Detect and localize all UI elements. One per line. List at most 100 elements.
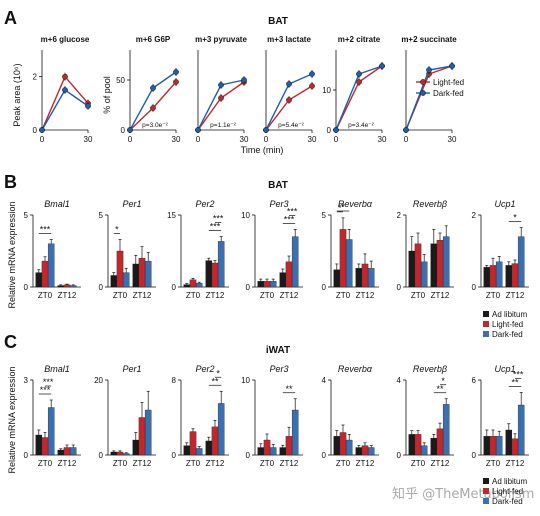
significance-label-b2: ***: [210, 222, 221, 232]
significance-label-c5: *: [441, 376, 445, 386]
category-label-b0: ZT12: [58, 291, 77, 300]
significance-label-c5: **: [436, 384, 444, 394]
bar-b6: [489, 265, 497, 288]
category-label-c0: ZT0: [38, 459, 53, 468]
significance-label-c6: **: [511, 378, 519, 388]
x-tick-label-a3: 30: [308, 135, 317, 144]
panel-a-title: BAT: [268, 16, 288, 27]
bar-c2: [189, 431, 197, 456]
bar-c5: [420, 445, 428, 456]
panel-b-title: BAT: [268, 180, 288, 191]
significance-label-c6: ***: [513, 370, 524, 380]
y-tick-label-b0: 5: [24, 211, 29, 220]
bar-c6: [483, 436, 491, 456]
subplot-title-a4: m+2 citrate: [338, 35, 381, 44]
y-tick-label-c0: 0: [24, 451, 29, 460]
y-tick-label-b4: 0: [322, 283, 327, 292]
category-label-c5: ZT12: [431, 459, 450, 468]
x-tick-label-a5: 30: [448, 135, 457, 144]
data-point-a1: [173, 69, 179, 75]
category-label-b5: ZT12: [431, 291, 450, 300]
bar-b2: [195, 283, 203, 288]
y-tick-label-c3: 0: [246, 451, 251, 460]
gene-title-c1: Per1: [122, 364, 141, 374]
bar-b3: [285, 261, 293, 288]
bar-c6: [489, 436, 497, 456]
bar-b1: [110, 275, 118, 288]
category-label-c1: ZT0: [113, 459, 128, 468]
data-point-a3: [309, 83, 315, 89]
data-point-a2: [218, 82, 224, 88]
bar-b0: [69, 285, 77, 288]
bar-c1: [122, 453, 130, 456]
gene-title-b3: Per3: [269, 199, 288, 209]
subplot-title-a1: m+6 G6P: [136, 35, 171, 44]
bar-b0: [47, 243, 55, 288]
x-tick-label-a2: 0: [196, 135, 201, 144]
y-tick-label-b5: 2: [397, 211, 402, 220]
bar-b6: [483, 267, 491, 288]
bar-c2: [195, 448, 203, 456]
bar-b1: [144, 260, 152, 288]
legend-c-swatch: [483, 488, 489, 494]
data-point-a3: [309, 71, 315, 77]
gene-title-c5: Reverbβ: [413, 364, 447, 374]
category-label-c3: ZT12: [280, 459, 299, 468]
legend-a-marker: [420, 90, 426, 96]
bar-c3: [285, 436, 293, 456]
y-tick-label-c2: 8: [172, 376, 177, 385]
bar-c0: [63, 447, 71, 456]
bar-b5: [408, 250, 416, 288]
bar-b5: [442, 236, 450, 288]
bar-c3: [291, 409, 299, 456]
category-label-b1: ZT0: [113, 291, 128, 300]
data-point-a2: [241, 77, 247, 83]
bar-c2: [183, 445, 191, 456]
legend-c-label: Dark-fed: [492, 497, 523, 506]
significance-label-c2: *: [216, 368, 220, 378]
bar-b1: [116, 250, 124, 288]
data-point-a3: [263, 127, 269, 133]
y-tick-label-b4: 5: [322, 211, 327, 220]
pvalue-a2: p=1.1e⁻²: [210, 122, 236, 129]
data-point-a4: [333, 127, 339, 133]
significance-label-c2: **: [211, 376, 219, 386]
bar-c0: [69, 447, 77, 456]
bar-b4: [333, 269, 341, 288]
y-tick-label-b0: 0: [24, 283, 29, 292]
pvalue-a1: p=3.0e⁻²: [142, 122, 168, 129]
pvalue-a3: p=5.4e⁻²: [278, 122, 304, 129]
y-tick-label-c0: 3: [24, 376, 29, 385]
x-tick-label-a1: 0: [128, 135, 133, 144]
bar-b6: [505, 265, 513, 288]
bar-c3: [269, 447, 277, 456]
legend-c-swatch: [483, 498, 489, 504]
data-point-a1: [173, 79, 179, 85]
data-point-a3: [286, 81, 292, 87]
bar-b5: [430, 243, 438, 288]
legend-b-label: Ad libitum: [492, 310, 527, 319]
data-point-a4: [379, 63, 385, 69]
gene-title-b2: Per2: [195, 199, 214, 209]
y-tick-label-b2: 15: [167, 211, 176, 220]
bar-c0: [47, 407, 55, 456]
significance-label-b3: ***: [284, 214, 295, 224]
category-label-c6: ZT0: [486, 459, 501, 468]
bar-c4: [361, 445, 369, 456]
bar-c2: [205, 440, 213, 456]
category-label-b4: ZT0: [336, 291, 351, 300]
bar-c4: [355, 447, 363, 456]
bar-c5: [430, 437, 438, 456]
y-tick-label-a1: 0: [121, 126, 126, 135]
y-tick-label-c4: 4: [322, 376, 327, 385]
y-tick-label-b3: 0: [246, 283, 251, 292]
bar-b1: [132, 263, 140, 288]
bar-b6: [511, 263, 519, 288]
bar-b2: [189, 279, 197, 288]
panel-b-ylabel: Relative mRNA expression: [7, 201, 17, 308]
legend-c-swatch: [483, 478, 489, 484]
data-point-a1: [150, 85, 156, 91]
x-tick-label-a5: 0: [404, 135, 409, 144]
data-point-a3: [286, 97, 292, 103]
